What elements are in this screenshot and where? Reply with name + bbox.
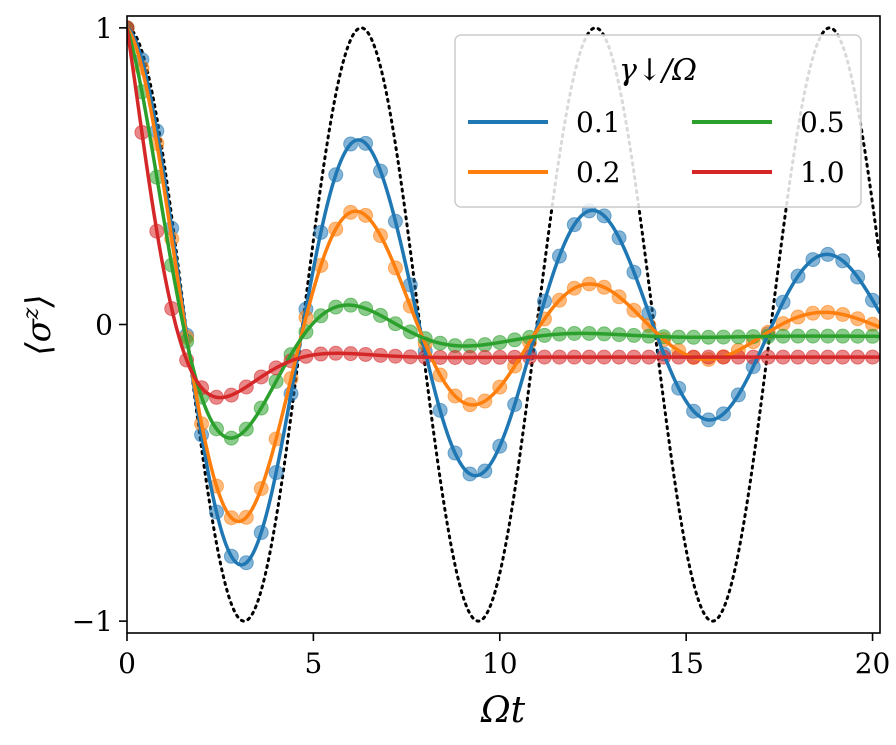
data-layer (127, 20, 880, 623)
x-axis: 0 5 10 15 20 (118, 633, 890, 680)
legend-box (454, 34, 862, 208)
y-axis-label: ⟨σz⟩ (19, 294, 59, 355)
y-axis: −1 0 1 (72, 12, 127, 638)
legend-label-0.2: 0.2 (576, 156, 621, 189)
x-tick-label: 0 (118, 647, 136, 680)
y-tick-label: 1 (95, 12, 113, 45)
x-tick-label: 15 (668, 647, 704, 680)
y-axis-label-sup: z (19, 307, 44, 320)
y-tick-label: 0 (95, 309, 113, 342)
legend: γ↓/Ω 0.1 0.2 0.5 1.0 (454, 34, 862, 208)
svg-text:⟨σz⟩: ⟨σz⟩ (19, 294, 59, 355)
y-tick-label: −1 (72, 605, 113, 638)
legend-label-1.0: 1.0 (800, 156, 845, 189)
y-axis-label-main: ⟨σ (19, 318, 59, 355)
reference-curve (127, 26, 880, 623)
x-tick-label: 20 (855, 647, 891, 680)
series-line-0.2 (127, 26, 880, 524)
series-line-0.1 (127, 26, 880, 567)
legend-label-0.5: 0.5 (800, 106, 845, 139)
x-axis-label: Ωt (480, 690, 526, 731)
x-tick-label: 5 (304, 647, 322, 680)
series-line-0.5 (127, 27, 880, 440)
series-line-1.0 (127, 27, 880, 400)
x-tick-label: 10 (482, 647, 518, 680)
legend-label-0.1: 0.1 (576, 106, 621, 139)
legend-title: γ↓/Ω (619, 53, 697, 88)
y-axis-label-close: ⟩ (19, 294, 59, 308)
